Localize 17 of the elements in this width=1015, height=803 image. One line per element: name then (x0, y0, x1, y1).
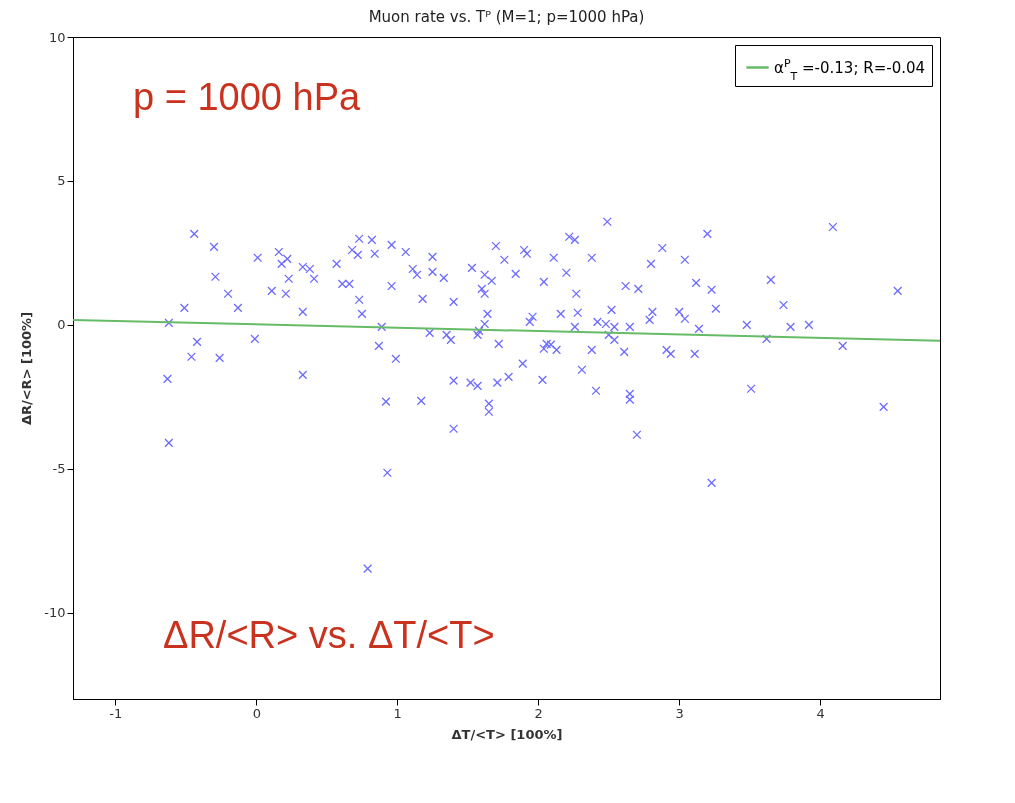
x-tick-label: 3 (675, 705, 684, 721)
x-tick-label: 4 (816, 705, 825, 721)
y-tick-label: 5 (57, 173, 66, 189)
y-tick-label: 10 (48, 29, 66, 45)
annotation: p = 1000 hPa (133, 76, 362, 118)
y-tick-label: -10 (44, 605, 66, 621)
x-axis-title: ΔT/<T> [100%] (451, 726, 563, 742)
x-tick-label: 1 (393, 705, 402, 721)
annotation: ΔR/<R> vs. ΔT/<T> (163, 614, 495, 656)
y-tick-label: -5 (52, 461, 66, 477)
chart-title: Muon rate vs. Tᴾ (M=1; p=1000 hPa) (368, 8, 645, 26)
x-tick-label: 0 (252, 705, 261, 721)
x-tick-label: 2 (534, 705, 543, 721)
y-tick-label: 0 (57, 317, 66, 333)
x-tick-label: -1 (109, 705, 123, 721)
y-axis-title: ΔR/<R> [100%] (19, 311, 35, 426)
legend-label: α$^{P}$$_{T}$ =-0.13; R=-0.04 (774, 56, 926, 82)
